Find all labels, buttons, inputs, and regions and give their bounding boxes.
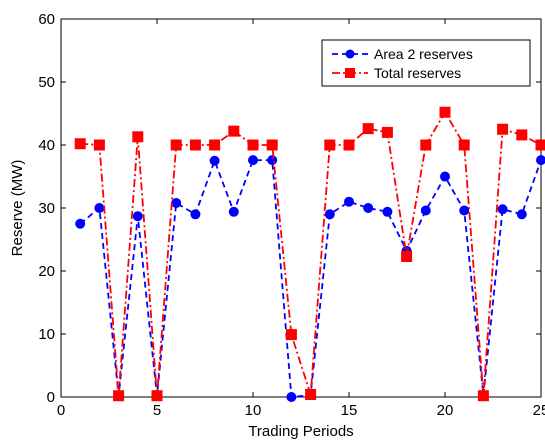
x-axis-label: Trading Periods — [248, 423, 353, 440]
legend-marker — [345, 68, 355, 78]
data-point — [401, 251, 413, 263]
data-point — [516, 209, 527, 220]
data-point — [94, 203, 105, 213]
y-tick-label: 50 — [38, 74, 55, 91]
legend-entry: Total reserves — [332, 65, 461, 81]
data-point — [171, 197, 182, 208]
data-point — [132, 131, 144, 143]
legend-label: Area 2 reserves — [374, 46, 473, 62]
data-point — [516, 129, 528, 141]
data-point — [440, 171, 450, 182]
data-point — [113, 390, 125, 402]
y-axis-label: Reserve (MW) — [9, 160, 26, 257]
x-tick-label: 15 — [341, 402, 358, 419]
data-point — [324, 209, 335, 220]
y-tick-label: 20 — [38, 263, 55, 280]
x-tick-label: 0 — [57, 402, 65, 419]
data-point — [228, 206, 239, 217]
legend-marker — [345, 49, 355, 59]
data-point — [93, 139, 105, 151]
data-point — [170, 139, 182, 151]
series-total-reserves — [74, 106, 545, 402]
data-point — [458, 139, 470, 151]
data-point — [420, 205, 431, 216]
data-point — [286, 392, 297, 402]
x-tick-label: 5 — [153, 402, 161, 419]
data-point — [267, 155, 278, 166]
data-point — [477, 390, 489, 402]
data-point — [75, 218, 86, 229]
data-point — [497, 204, 508, 215]
data-point — [228, 125, 240, 137]
data-point — [344, 196, 354, 207]
data-point — [439, 106, 451, 118]
y-tick-label: 40 — [38, 137, 55, 154]
legend-entries: Area 2 reserves Total reserves — [332, 46, 473, 81]
data-point — [247, 139, 259, 151]
data-point — [151, 390, 163, 402]
legend: Area 2 reserves Total reserves — [321, 39, 531, 87]
data-point — [362, 123, 374, 135]
data-point — [324, 139, 336, 151]
y-tick-label: 0 — [47, 389, 55, 406]
data-point — [343, 139, 355, 151]
y-tick-label: 10 — [38, 326, 55, 343]
data-point — [209, 139, 221, 151]
data-point — [497, 123, 509, 135]
data-point — [382, 206, 393, 217]
data-point — [363, 203, 374, 213]
x-tick-label: 10 — [245, 402, 262, 419]
y-tick-label: 30 — [38, 200, 55, 217]
data-point — [132, 211, 143, 222]
data-point — [189, 139, 201, 151]
data-point — [190, 209, 201, 220]
legend-entry: Area 2 reserves — [332, 46, 473, 62]
data-point — [305, 388, 317, 400]
x-tick-label: 25 — [533, 402, 545, 419]
data-point — [420, 139, 432, 151]
axis-ticks: 0 5 10 15 20 25 0 10 20 30 40 50 60 — [38, 11, 545, 419]
data-point — [209, 155, 220, 166]
x-tick-label: 20 — [437, 402, 454, 419]
y-tick-label: 60 — [38, 11, 55, 28]
data-point — [459, 205, 470, 216]
data-point — [285, 329, 297, 341]
data-point — [248, 155, 258, 166]
series-layer — [74, 106, 545, 402]
data-point — [381, 126, 393, 138]
legend-label: Total reserves — [374, 65, 461, 81]
data-point — [536, 155, 545, 166]
data-point — [74, 138, 86, 150]
legend-box — [321, 39, 531, 87]
data-point — [535, 139, 545, 151]
data-point — [266, 139, 278, 151]
